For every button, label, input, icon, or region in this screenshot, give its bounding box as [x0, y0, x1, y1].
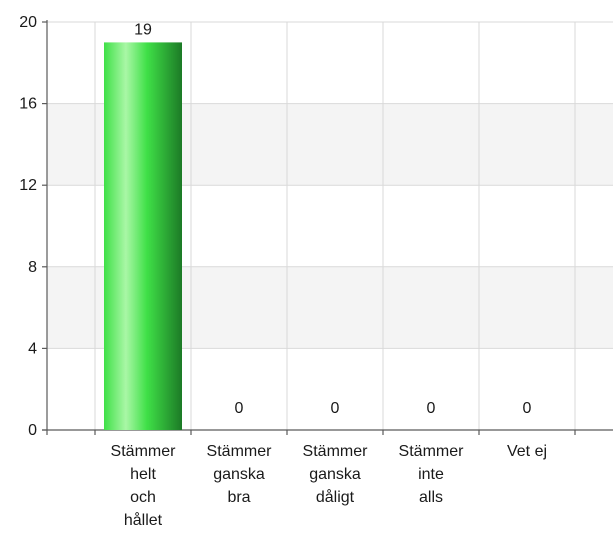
x-category-label-3: Stämmer ganska dåligt [303, 443, 369, 506]
y-tick-label: 20 [19, 14, 37, 31]
x-category-line: och [130, 489, 156, 506]
y-tick-label: 12 [19, 177, 37, 194]
y-tick-label: 16 [19, 96, 37, 113]
x-category-label-5: Vet ej [507, 443, 547, 460]
x-category-label-4: Stämmer inte alls [399, 443, 465, 506]
x-category-line: alls [419, 489, 443, 506]
x-category-line: hållet [124, 511, 163, 529]
bars [104, 42, 182, 431]
data-label-4: 0 [427, 400, 436, 417]
data-label-2: 0 [235, 400, 244, 417]
x-category-line: ganska [213, 466, 265, 483]
data-labels: 19 0 0 0 0 [134, 21, 531, 417]
x-category-label-1: Stämmer helt och hållet [111, 443, 177, 529]
x-category-line: helt [130, 466, 156, 483]
x-category-label-2: Stämmer ganska bra [207, 443, 273, 506]
y-axis-ticks: 0 4 8 12 16 20 [19, 14, 576, 439]
x-category-line: Stämmer [399, 443, 465, 460]
x-category-line: inte [418, 466, 444, 483]
x-category-line: Stämmer [303, 443, 369, 460]
x-category-line: Vet ej [507, 443, 547, 460]
data-label-5: 0 [523, 400, 532, 417]
x-category-line: ganska [309, 466, 361, 483]
bar-1 [104, 42, 182, 431]
data-label-1: 19 [134, 21, 152, 38]
x-category-line: bra [227, 489, 250, 506]
x-category-line: dåligt [316, 488, 355, 506]
y-tick-label: 4 [28, 340, 37, 357]
x-category-line: Stämmer [207, 443, 273, 460]
gridlines [47, 21, 613, 430]
x-category-line: Stämmer [111, 443, 177, 460]
data-label-3: 0 [331, 400, 340, 417]
y-tick-label: 8 [28, 259, 37, 276]
y-tick-label: 0 [28, 422, 37, 439]
